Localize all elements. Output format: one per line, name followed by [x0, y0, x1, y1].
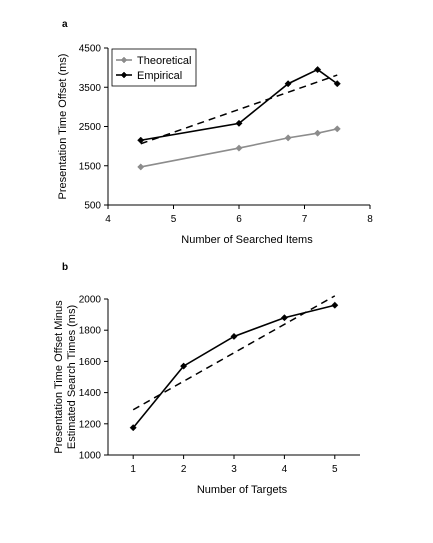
data-point-theoretical: [137, 163, 145, 171]
legend-label-empirical: Empirical: [137, 70, 182, 82]
data-point-empirical: [333, 80, 341, 88]
x-tick-label: 7: [302, 214, 308, 225]
chart-panel-a: a 500 1500 2500 3500 4500 4 5 6 7 8 Number of Searc…: [57, 19, 373, 246]
chart-panel-b: b 1000 1200 1400 1600 1800 2000 1 2 3 4 5 Number of …: [53, 262, 360, 496]
data-point-theoretical: [314, 129, 322, 137]
data-point-theoretical: [333, 125, 341, 133]
y-axis-label-line: Presentation Time Offset Minus: [53, 300, 65, 454]
data-point-series-0: [331, 301, 339, 309]
y-tick-label: 1400: [79, 388, 102, 399]
panel-label: a: [62, 19, 68, 30]
data-point-series-0: [129, 424, 137, 432]
x-tick-label: 3: [231, 464, 237, 475]
x-tick-label: 1: [130, 464, 136, 475]
data-point-theoretical: [284, 134, 292, 142]
legend-box: [111, 48, 197, 87]
y-tick-label: 2500: [79, 122, 102, 133]
data-point-empirical: [284, 80, 292, 88]
data-point-series-0: [230, 332, 238, 340]
y-tick-label: 1600: [79, 357, 102, 368]
y-tick-label: 2000: [79, 295, 102, 306]
x-tick-label: 4: [282, 464, 288, 475]
panel-label: b: [62, 262, 68, 273]
data-point-series-0: [180, 362, 188, 370]
legend-label-theoretical: Theoretical: [137, 55, 191, 67]
data-point-empirical: [235, 119, 243, 127]
legend: Theoretical Empirical: [111, 48, 197, 87]
x-axis-label: Number of Targets: [197, 484, 288, 496]
y-tick-label: 3500: [79, 83, 102, 94]
y-tick-label: 500: [84, 201, 101, 212]
y-tick-label: 4500: [79, 44, 102, 55]
y-axis-label: Presentation Time Offset (ms): [57, 54, 69, 200]
x-tick-label: 4: [105, 214, 111, 225]
y-tick-label: 1800: [79, 326, 102, 337]
trendline: [132, 295, 336, 411]
x-tick-label: 2: [181, 464, 187, 475]
data-point-empirical: [137, 136, 145, 144]
x-tick-label: 5: [171, 214, 177, 225]
y-axis-label-line: Estimated Search Times (ms): [66, 305, 78, 449]
trendline: [140, 74, 338, 145]
y-tick-label: 1200: [79, 419, 102, 430]
data-point-theoretical: [235, 144, 243, 152]
series-line-series-0: [132, 304, 335, 429]
y-tick-label: 1500: [79, 161, 102, 172]
x-tick-label: 8: [367, 214, 373, 225]
legend-marker-empirical: [120, 71, 128, 79]
y-axis-label: Presentation Time Offset Minus Estimated …: [53, 300, 78, 454]
x-tick-label: 6: [236, 214, 242, 225]
x-axis-label: Number of Searched Items: [181, 234, 313, 246]
legend-marker-theoretical: [120, 56, 128, 64]
y-tick-label: 1000: [79, 451, 102, 462]
data-point-series-0: [280, 314, 288, 322]
data-point-empirical: [314, 66, 322, 74]
x-tick-label: 5: [332, 464, 338, 475]
